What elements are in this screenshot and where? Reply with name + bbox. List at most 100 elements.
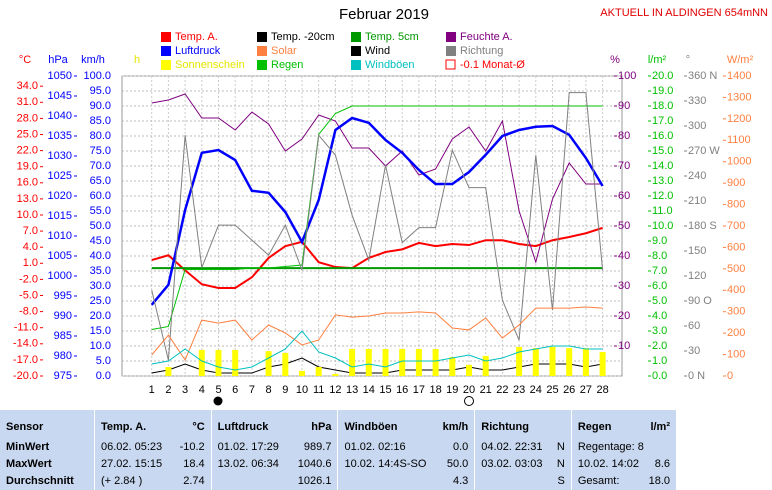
table-row: Sensor Temp. A. °C Luftdruck hPa Windböen km/h… [0,410,676,439]
y-tick-label: 19.0 [652,85,673,97]
y-tick-label: -5.0 [19,289,38,301]
x-tick-label: 13 [346,384,358,396]
y-tick-label: 7.0 [23,225,38,237]
legend-label: Regen [271,59,303,71]
x-tick-label: 18 [429,384,441,396]
table-cell: 04.02. 22:31 N [474,438,572,456]
bar [198,349,205,376]
bar [365,349,372,376]
y-tick-label: 1200 [727,113,751,125]
table-cell: Regen l/m² [570,410,676,439]
table-cell: 06.02. 05:23 -10.2 [93,438,212,456]
legend-label: Temp. A. [175,31,218,43]
legend-label: Temp. 5cm [365,31,419,43]
x-tick-label: 28 [596,384,608,396]
y-tick-label: 28.0 [17,112,38,124]
x-tick-label: 21 [480,384,492,396]
y-tick-label: 0.0 [96,370,111,382]
bar [282,352,289,376]
y-tick-label: 70 [618,160,630,172]
y-tick-label: 16.0 [652,130,673,142]
y-tick-label: 13.0 [652,175,673,187]
x-tick-label: 2 [165,384,171,396]
legend-swatch [161,32,171,42]
cell-text: 4.3 [452,475,469,488]
y-tick-label: 200 [727,327,745,339]
y-tick-label: 1015 [48,210,72,222]
bar [315,367,322,376]
y-tick-label: 1050 [48,70,72,82]
y-tick-label: 0 [727,370,733,382]
legend-label: Solar [271,45,297,57]
y-tick-label: 180 S [688,220,717,232]
y-tick-label: 0.0 [652,370,667,382]
y-tick-label: 17.0 [652,115,673,127]
y-tick-label: 31.0 [17,96,38,108]
bar [549,346,556,376]
y-tick-label: 13.0 [17,193,38,205]
y-tick-label: 14.0 [652,160,673,172]
y-tick-label: 400 [727,284,745,296]
table-cell: MinWert [0,438,94,455]
y-tick-label: -2.0 [19,273,38,285]
y-tick-label: -8.0 [19,306,38,318]
legend-label: Feuchte A. [460,31,513,43]
y-tick-label: 600 [727,241,745,253]
y-tick-label: 100 [727,348,745,360]
legend-swatch [446,46,456,56]
y-tick-label: 330 [688,95,706,107]
y-tick-label: 50 [618,220,630,232]
legend-swatch [161,60,171,70]
subtitle: AKTUELL IN ALDINGEN 654mNN [600,7,768,19]
y-tick-label: 1025 [48,170,72,182]
table-cell: Luftdruck hPa [210,410,338,439]
cell-text: Regen [577,421,612,434]
x-tick-label: 19 [446,384,458,396]
y-tick-label: 1030 [48,150,72,162]
bar [382,349,389,376]
y-tick-label: 1.0 [652,355,667,367]
y-tick-label: 40 [618,250,630,262]
cell-text: MaxWert [6,458,52,471]
table-cell: 10.02. 14:4S-SO 50.0 [337,455,475,473]
series-line [150,116,604,306]
y-tick-label: 1010 [48,230,72,242]
y-tick-label: 300 [727,306,745,318]
cell-text: -10.2 [179,440,205,453]
cell-text: (+ 2.84 ) [100,475,143,488]
y-tick-label: 60.0 [90,190,111,202]
y-tick-label: 10.0 [652,220,673,232]
x-tick-label: 8 [266,384,272,396]
y-tick-label: 15.0 [652,145,673,157]
y-tick-label: 9.0 [652,235,667,247]
axis-unit: % [610,54,620,66]
y-tick-label: 90.0 [90,100,111,112]
cell-text: 8.6 [654,458,670,471]
y-tick-label: 5.0 [652,295,667,307]
cell-text: 18.0 [648,475,670,488]
bar [299,370,305,376]
cell-text: 03.02. 03:03 [481,458,543,471]
y-tick-label: 35.0 [90,265,111,277]
y-tick-label: 20.0 [652,70,673,82]
legend-swatch [257,46,267,56]
series-line [151,306,603,361]
y-tick-label: 80.0 [90,130,111,142]
series-line [151,93,603,264]
y-tick-label: 900 [727,177,745,189]
cell-text: 50.0 [446,458,469,471]
table-cell: (+ 2.84 ) 2.74 [93,472,212,490]
y-tick-label: 19.0 [17,161,38,173]
y-tick-label: 50.0 [90,220,111,232]
y-tick-label: 800 [727,198,745,210]
y-tick-label: -11.0 [14,322,38,334]
x-tick-label: 10 [296,384,308,396]
y-tick-label: 1020 [48,190,72,202]
table-cell: Gesamt: 18.0 [570,472,676,490]
y-tick-label: 990 [54,310,72,322]
bar [399,349,406,376]
bar [582,348,589,376]
y-tick-label: 65.0 [90,175,111,187]
y-tick-label: 995 [54,290,72,302]
x-tick-label: 5 [215,384,221,396]
